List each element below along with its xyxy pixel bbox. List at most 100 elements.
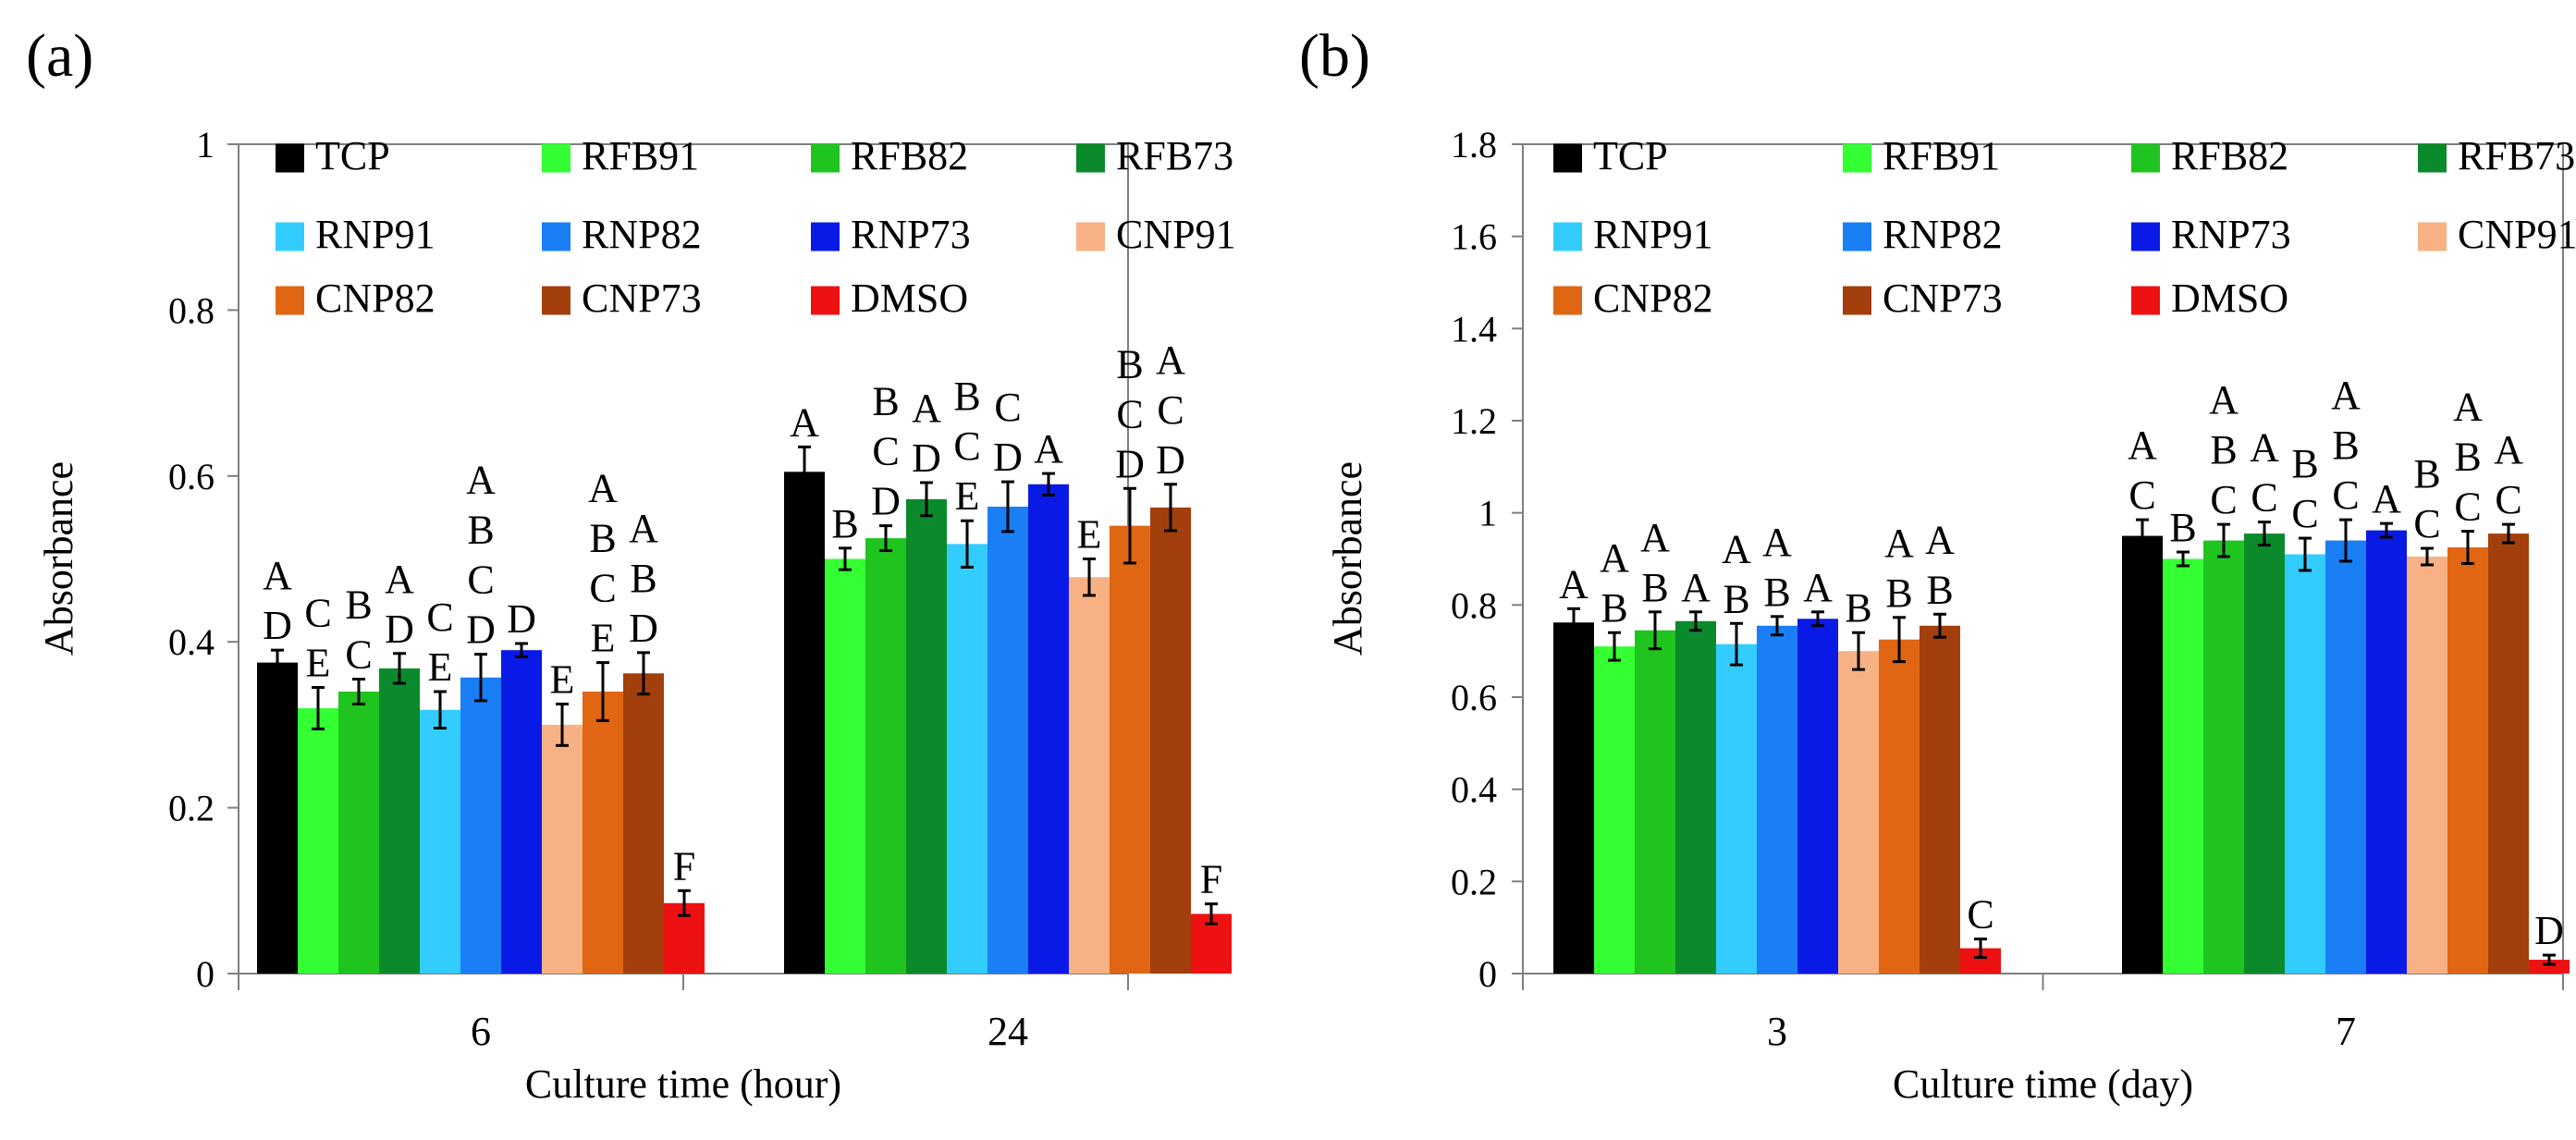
error-bar (637, 651, 650, 696)
significance-label: E (591, 616, 616, 661)
error-bar (1893, 616, 1906, 664)
significance-label: A (629, 506, 658, 551)
error-bar (2217, 522, 2230, 558)
error-bar (1649, 610, 1662, 651)
bar (420, 709, 460, 974)
y-tick-label: 0.4 (168, 621, 215, 663)
legend-label: RFB82 (851, 133, 968, 178)
error-bar (1164, 483, 1177, 533)
significance-label: C (1967, 892, 1993, 938)
significance-label: A (1034, 426, 1063, 472)
legend-label: RNP73 (851, 212, 971, 257)
legend-label: RNP73 (2171, 212, 2291, 257)
significance-label: C (589, 566, 616, 611)
significance-label: A (588, 466, 618, 511)
x-tick-label: 24 (987, 1009, 1028, 1054)
error-bar (1042, 472, 1055, 496)
legend-swatch (276, 286, 304, 315)
significance-label: A (1681, 565, 1711, 610)
bar (1879, 639, 1920, 974)
x-tick-label: 7 (2336, 1009, 2356, 1054)
legend-swatch (2131, 222, 2160, 251)
legend-label: RFB82 (2171, 133, 2288, 178)
bar (2366, 530, 2407, 974)
significance-label: C (426, 595, 453, 640)
y-tick-label: 0.2 (1451, 861, 1497, 902)
significance-label: C (345, 632, 372, 678)
bar (1110, 525, 1150, 974)
significance-label: B (1723, 576, 1749, 621)
significance-label: A (2494, 427, 2523, 472)
bar (2285, 554, 2325, 974)
error-bar (1771, 615, 1784, 637)
bar (947, 544, 987, 974)
legend-swatch (1843, 286, 1871, 315)
error-bar (1567, 607, 1580, 638)
legend-swatch (1553, 286, 1582, 315)
y-tick-label: 0.4 (1451, 769, 1497, 811)
y-tick-label: 0 (1478, 953, 1497, 995)
bar (2325, 540, 2366, 974)
significance-label: A (2372, 476, 2401, 521)
significance-label: A (1762, 520, 1792, 565)
significance-label: D (1156, 437, 1185, 483)
significance-label: F (1200, 857, 1222, 902)
significance-label: C (304, 591, 331, 636)
error-bar (1205, 902, 1218, 925)
legend-label: CNP73 (582, 276, 702, 321)
significance-label: B (2332, 423, 2359, 468)
error-bar (352, 678, 365, 705)
y-tick-label: 0.8 (168, 289, 215, 331)
y-axis-label: Absorbance (1325, 461, 1370, 656)
legend-label: RFB73 (2458, 133, 2575, 178)
significance-label: E (955, 473, 980, 519)
significance-label: C (1157, 387, 1184, 433)
legend-label: CNP91 (1116, 212, 1236, 257)
legend-label: CNP91 (2458, 212, 2576, 257)
significance-label: B (1116, 341, 1143, 386)
error-bar (556, 702, 569, 747)
significance-label: A (2331, 373, 2361, 418)
significance-label: D (629, 606, 658, 651)
significance-label: C (2210, 477, 2237, 522)
bar (257, 662, 298, 974)
significance-label: E (550, 656, 575, 702)
legend-swatch (276, 143, 304, 173)
bar (1069, 577, 1110, 974)
significance-label: B (345, 582, 372, 628)
significance-label: C (2251, 475, 2277, 521)
bar (2529, 960, 2570, 974)
bar (2447, 547, 2488, 974)
significance-label: B (831, 501, 858, 546)
significance-label: A (1884, 521, 1914, 566)
significance-label: A (2209, 377, 2239, 423)
significance-label: B (2291, 441, 2318, 486)
error-bar (839, 546, 852, 571)
error-bar (2380, 521, 2393, 539)
legend-label: RNP82 (1883, 212, 2003, 257)
x-tick-label: 6 (471, 1009, 491, 1054)
legend-swatch (811, 222, 840, 251)
error-bar (596, 661, 609, 722)
bar (2203, 540, 2244, 974)
bar (1838, 651, 1879, 974)
bar (987, 506, 1028, 974)
significance-label: A (263, 553, 292, 598)
legend-label: CNP82 (315, 276, 435, 321)
legend-swatch (1843, 143, 1871, 173)
legend-swatch (1843, 222, 1871, 251)
error-bar (1811, 610, 1824, 628)
legend-label: RFB91 (1883, 133, 2000, 178)
bar (1716, 644, 1757, 974)
error-bar (2421, 546, 2434, 567)
error-bar (2502, 522, 2515, 545)
y-tick-label: 1 (1478, 493, 1497, 534)
y-axis-label: Absorbance (36, 461, 81, 656)
significance-label: B (589, 516, 616, 561)
significance-label: E (428, 644, 453, 690)
legend-swatch (542, 286, 570, 315)
error-bar (879, 524, 892, 553)
bar (1150, 507, 1191, 974)
legend-label: RFB73 (1116, 133, 1233, 178)
legend-swatch (2418, 143, 2447, 173)
